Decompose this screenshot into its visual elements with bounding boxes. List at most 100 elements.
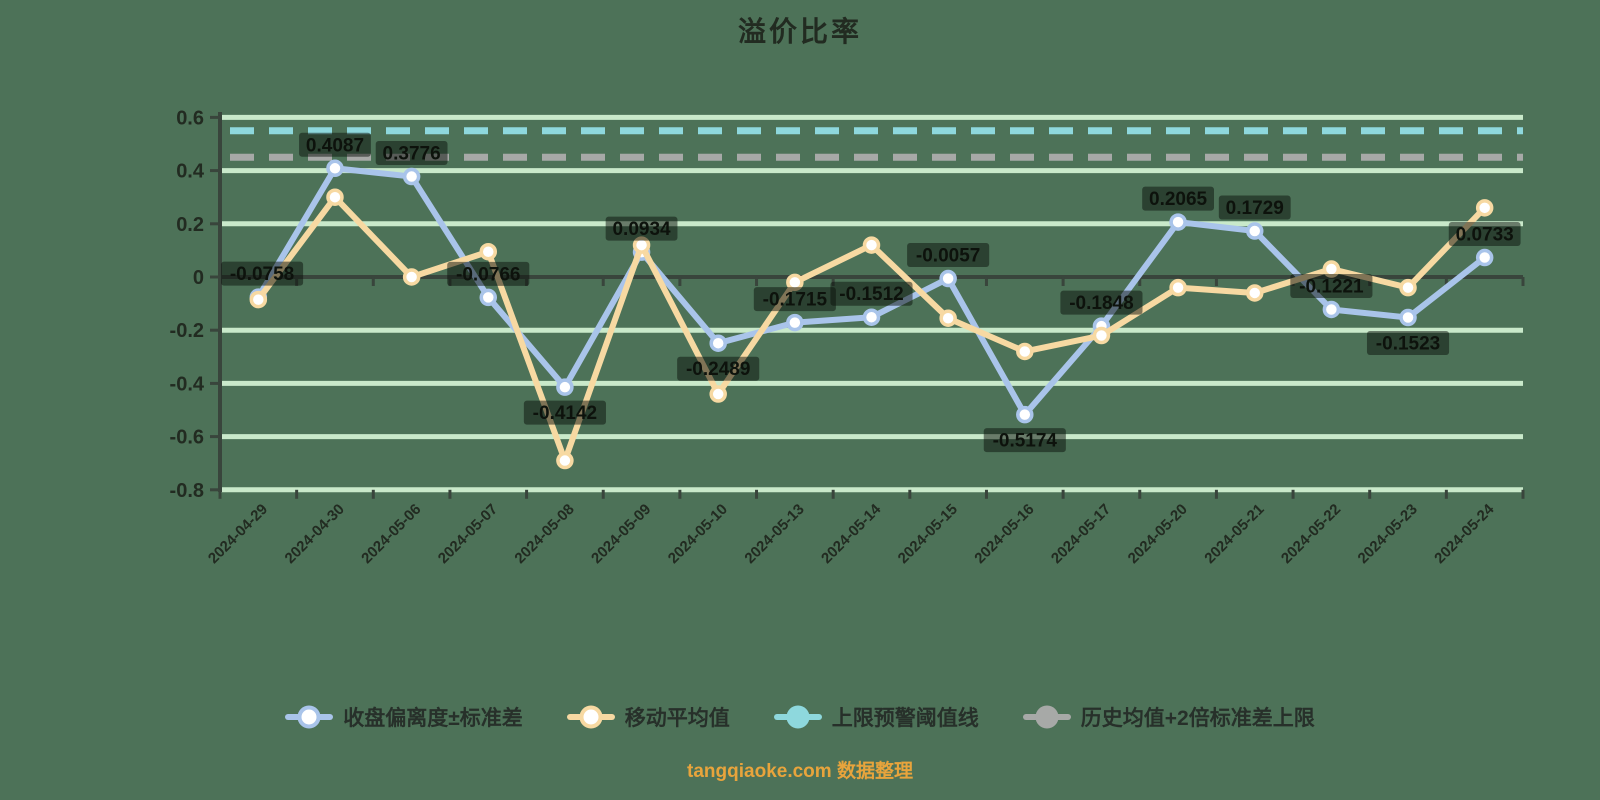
data-point-marker [1399,278,1417,297]
legend-item-label: 上限预警阈值线 [831,707,979,730]
data-point-marker [786,313,804,332]
x-axis-label: 2024-05-23 [1355,501,1421,567]
x-axis-label: 2024-05-20 [1125,501,1191,567]
data-point-marker [1399,308,1417,327]
x-axis-label: 2024-05-07 [435,501,501,567]
legend-marker-line [773,705,822,729]
data-point-marker [709,334,727,352]
x-axis-label: 2024-05-24 [1431,500,1498,567]
y-axis-tick-label: -0.4 [170,373,205,395]
legend-item-label: 移动平均值 [624,707,730,730]
data-label-bg [1142,186,1214,211]
data-point-marker [1092,326,1111,345]
data-label: -0.1848 [1069,293,1133,314]
data-point-marker [556,378,574,396]
chart-legend: 收盘偏离度±标准差 移动平均值 上限预警阈值线 历史均值+2倍标准差上限 [0,702,1600,732]
data-label: -0.0758 [230,264,294,285]
data-label-bg [1290,273,1373,298]
data-label: -0.1715 [763,290,828,311]
data-point-marker [326,159,344,178]
data-label-bg [830,281,913,306]
watermark-caption: tangqiaoke.com 数据整理 [687,761,913,782]
x-axis-label: 2024-05-06 [358,501,424,567]
x-axis-label: 2024-05-22 [1278,501,1344,567]
data-label-bg [983,428,1066,453]
legend-marker-dot-icon [786,705,810,729]
data-label: -0.1221 [1299,276,1364,297]
data-point-marker [479,288,498,307]
data-label-bg [1448,222,1521,247]
legend-marker-line [1022,705,1071,729]
data-label-bg [447,261,530,286]
data-label: -0.1523 [1376,334,1440,355]
data-label-bg [375,141,448,166]
x-axis-label: 2024-05-16 [971,501,1037,567]
data-label: -0.5174 [993,431,1058,452]
data-label-bg [605,216,678,241]
data-point-marker [402,167,421,186]
data-point-marker [556,451,574,470]
data-label: -0.0057 [916,246,980,267]
data-label: 0.2065 [1149,189,1208,210]
data-label-bg [1218,195,1291,220]
data-point-marker [862,308,881,326]
data-point-marker [326,188,344,206]
data-point-marker [1475,199,1494,217]
data-point-marker [939,309,957,327]
data-point-marker [1169,213,1187,231]
x-axis-label: 2024-04-30 [282,501,348,567]
legend-item-2[interactable]: 上限预警阈值线 [773,702,979,732]
data-point-marker [1016,342,1034,361]
y-axis-tick-label: 0 [193,267,204,289]
y-axis-tick-label: 0.6 [176,107,204,129]
data-point-marker [1016,405,1034,424]
data-label: 0.4087 [306,135,364,156]
y-axis-tick-label: 0.4 [176,161,205,183]
legend-marker-dot-icon [297,705,321,729]
data-label: 0.3776 [383,144,441,165]
data-point-marker [1322,300,1341,319]
legend-item-label: 收盘偏离度±标准差 [343,707,523,730]
data-point-marker [1245,284,1264,302]
x-axis-label: 2024-04-29 [205,501,271,567]
legend-marker-line [285,705,334,729]
data-point-marker [402,268,421,286]
legend-item-3[interactable]: 历史均值+2倍标准差上限 [1022,702,1315,732]
x-axis-label: 2024-05-10 [665,501,731,567]
legend-marker-dot-icon [579,705,603,729]
x-axis-label: 2024-05-08 [511,501,577,567]
legend-item-1[interactable]: 移动平均值 [566,702,730,732]
legend-item-0[interactable]: 收盘偏离度±标准差 [285,702,523,732]
data-label-bg [1366,331,1450,356]
data-point-marker [1475,248,1494,267]
data-label-bg [523,400,606,425]
x-axis-label: 2024-05-13 [741,501,807,567]
x-axis-label: 2024-05-15 [895,501,961,567]
legend-marker-line [566,705,615,729]
data-label: 0.1729 [1226,198,1284,219]
data-label-bg [221,261,304,286]
data-point-marker [249,290,268,309]
legend-item-label: 历史均值+2倍标准差上限 [1080,707,1315,730]
x-axis-label: 2024-05-14 [818,500,885,567]
x-axis-label: 2024-05-21 [1201,501,1267,567]
data-label-bg [753,287,836,312]
data-label: -0.2489 [686,359,750,380]
chart-title: 溢价比率 [737,16,862,47]
data-point-marker [479,242,498,261]
data-label-bg [1060,290,1143,315]
data-label: -0.0766 [456,264,520,285]
data-point-marker [1169,278,1187,297]
data-label: -0.4142 [533,403,597,424]
data-label: 0.0934 [612,219,671,240]
data-point-marker [1322,260,1341,278]
data-point-marker [1245,222,1264,240]
data-label-bg [299,132,371,157]
y-axis-tick-label: -0.2 [170,320,204,342]
x-axis-label: 2024-05-09 [588,501,654,567]
y-axis-tick-label: -0.8 [170,480,204,502]
y-axis-tick-label: 0.2 [176,214,204,236]
data-label: 0.0733 [1456,225,1514,246]
